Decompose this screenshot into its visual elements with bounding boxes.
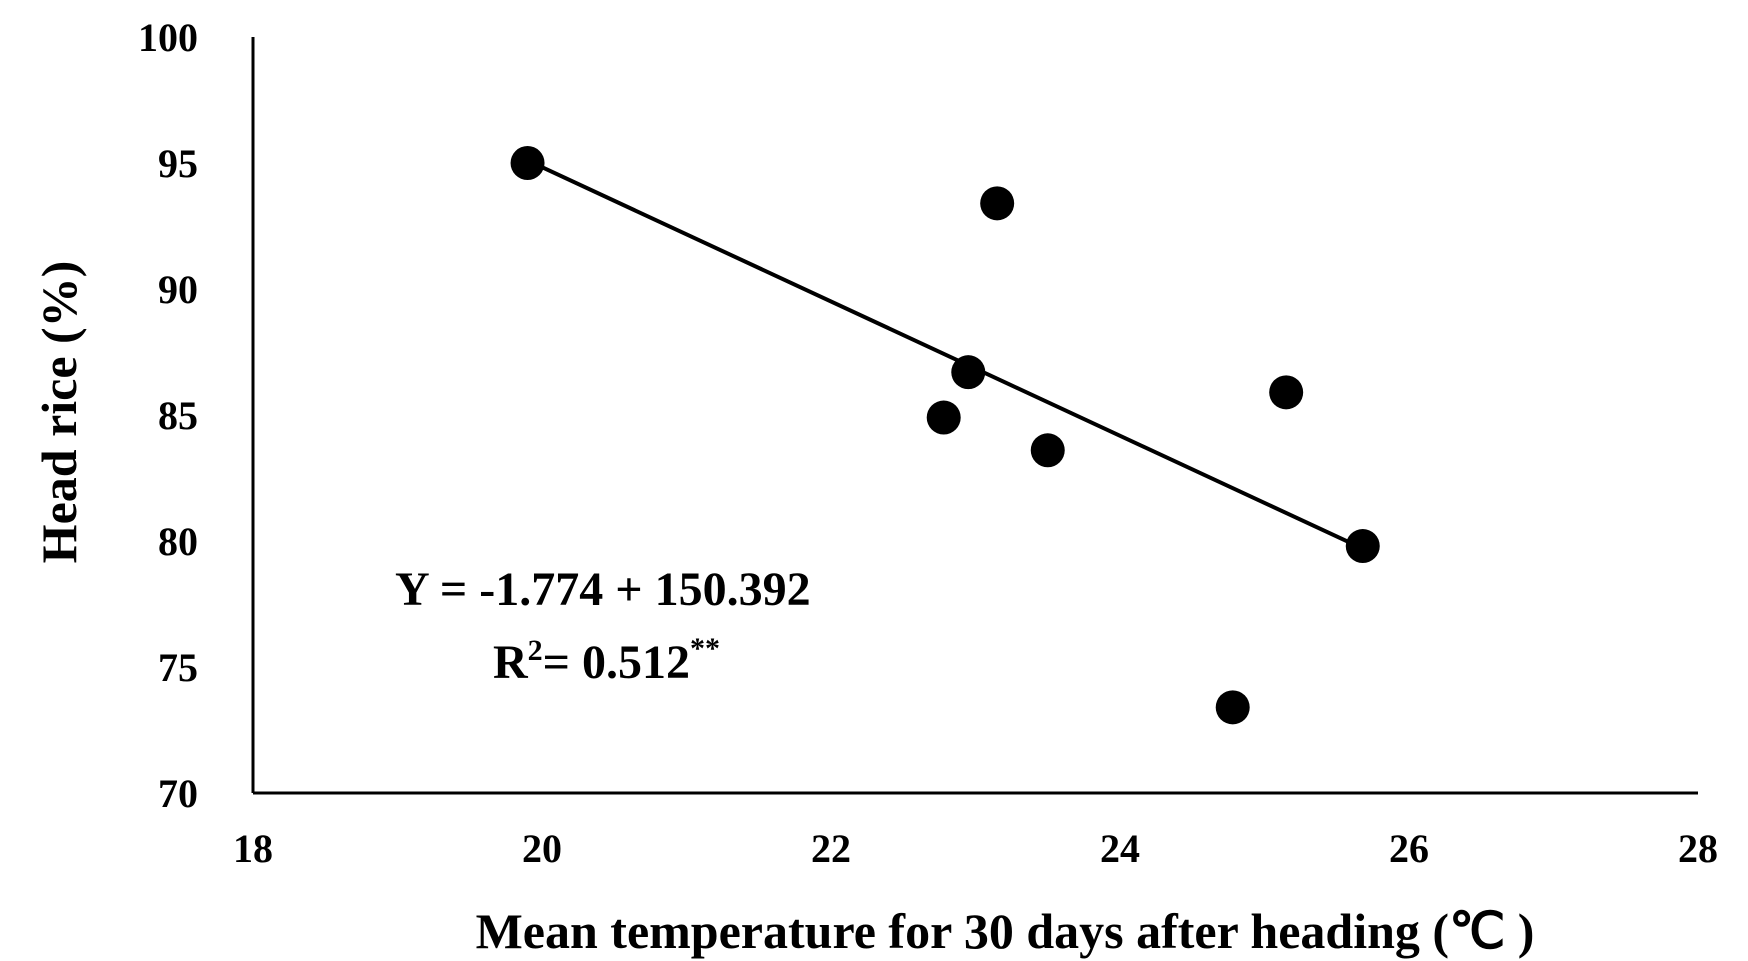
x-axis-title: Mean temperature for 30 days after headi… xyxy=(476,903,1535,959)
y-tick-label: 90 xyxy=(158,267,198,312)
axes xyxy=(251,37,1698,795)
data-point xyxy=(980,186,1015,221)
r-squared-label: R xyxy=(493,636,529,689)
data-point xyxy=(1269,375,1304,410)
regression-equation: Y = -1.774 + 150.392 xyxy=(395,563,811,616)
y-tick-label: 95 xyxy=(158,141,198,186)
significance-stars: ** xyxy=(690,632,720,665)
y-tick-label: 85 xyxy=(158,393,198,438)
r-squared-value: = 0.512 xyxy=(543,636,690,689)
x-tick-labels: 18 20 22 24 26 28 xyxy=(233,826,1718,871)
y-tick-labels: 70 75 80 85 90 95 100 xyxy=(138,15,198,816)
x-tick-label: 26 xyxy=(1389,826,1429,871)
x-tick-label: 18 xyxy=(233,826,273,871)
y-axis-title: Head rice (%) xyxy=(31,261,87,564)
y-tick-label: 75 xyxy=(158,645,198,690)
data-point xyxy=(951,355,986,390)
r-squared-superscript: 2 xyxy=(528,634,543,667)
data-point xyxy=(926,400,961,435)
y-tick-label: 70 xyxy=(158,771,198,816)
y-tick-label: 80 xyxy=(158,519,198,564)
x-tick-label: 28 xyxy=(1678,826,1718,871)
x-tick-label: 22 xyxy=(811,826,851,871)
data-point xyxy=(1345,529,1380,564)
r-squared-annotation: R2= 0.512** xyxy=(493,632,720,689)
data-point xyxy=(1215,690,1250,725)
y-tick-label: 100 xyxy=(138,15,198,60)
data-points xyxy=(510,146,1380,725)
data-point xyxy=(1030,433,1065,468)
x-tick-label: 20 xyxy=(522,826,562,871)
data-point xyxy=(510,146,545,180)
trend-line xyxy=(526,158,1364,551)
x-tick-label: 24 xyxy=(1100,826,1140,871)
